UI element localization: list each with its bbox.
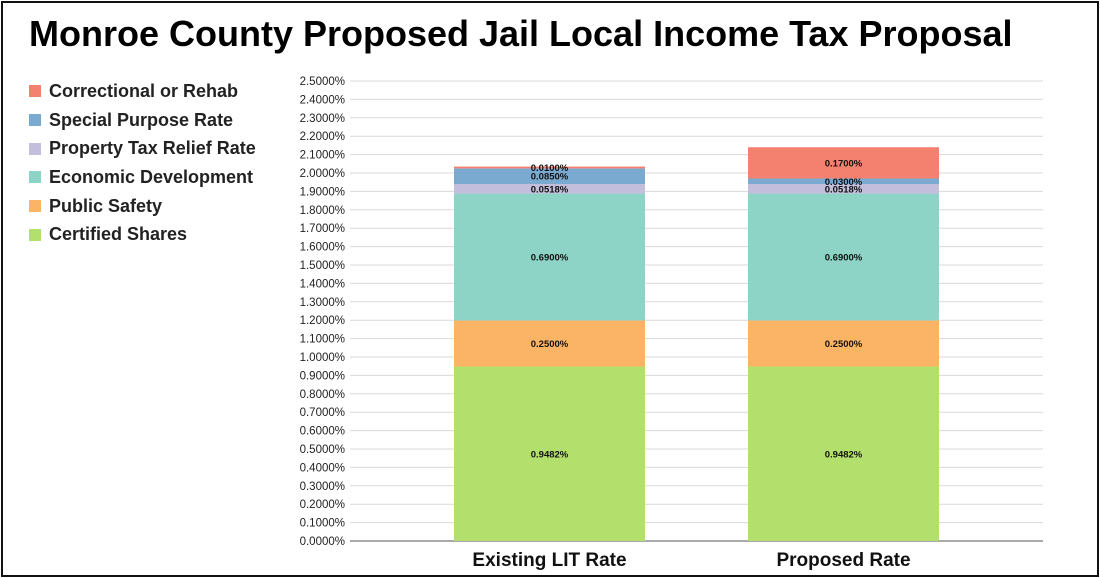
y-tick-label: 2.4000%	[300, 94, 345, 106]
data-label-correctional-or-rehab: 0.1700%	[825, 158, 863, 169]
chart-title: Monroe County Proposed Jail Local Income…	[29, 13, 1013, 54]
y-tick-label: 1.7000%	[300, 223, 345, 235]
data-label-public-safety: 0.2500%	[825, 339, 863, 350]
bar-segment-correctional-or-rehab	[454, 166, 645, 169]
data-label-economic-development: 0.6900%	[825, 253, 863, 264]
y-tick-label: 1.0000%	[300, 352, 345, 364]
category-label: Existing LIT Rate	[472, 550, 626, 571]
y-tick-label: 1.2000%	[300, 315, 345, 327]
data-label-correctional-or-rehab: 0.0100%	[531, 163, 569, 174]
y-tick-label: 0.3000%	[300, 481, 345, 493]
legend-item-special-purpose-rate: Special Purpose Rate	[29, 106, 256, 135]
category-label: Proposed Rate	[776, 550, 910, 571]
bar-segment-property-tax-relief-rate	[454, 184, 645, 194]
legend-label-economic-development: Economic Development	[49, 166, 254, 187]
legend-label-public-safety: Public Safety	[49, 195, 163, 216]
y-tick-label: 1.1000%	[300, 334, 345, 346]
legend-swatch-public-safety	[29, 200, 41, 213]
data-label-economic-development: 0.6900%	[531, 253, 569, 264]
y-tick-label: 2.2000%	[300, 131, 345, 143]
data-label-public-safety: 0.2500%	[531, 339, 569, 350]
bar-segment-economic-development	[454, 193, 645, 321]
bar-segment-public-safety	[748, 320, 939, 367]
data-label-special-purpose-rate: 0.0300%	[825, 177, 863, 188]
y-tick-label: 0.0000%	[300, 536, 345, 548]
bar-segment-public-safety	[454, 320, 645, 367]
legend-label-certified-shares: Certified Shares	[49, 224, 188, 245]
bar-segment-property-tax-relief-rate	[748, 184, 939, 194]
legend-swatch-economic-development	[29, 171, 41, 184]
data-label-property-tax-relief-rate: 0.0518%	[825, 184, 863, 195]
y-tick-label: 0.6000%	[300, 426, 345, 438]
data-label-special-purpose-rate: 0.0850%	[531, 172, 569, 183]
y-tick-label: 1.5000%	[300, 260, 345, 272]
legend-label-special-purpose-rate: Special Purpose Rate	[49, 109, 234, 130]
bar-segment-correctional-or-rehab	[748, 147, 939, 179]
y-tick-label: 0.9000%	[300, 370, 345, 382]
y-tick-label: 0.1000%	[300, 518, 345, 530]
data-label-property-tax-relief-rate: 0.0518%	[531, 184, 569, 195]
legend-item-certified-shares: Certified Shares	[29, 220, 256, 249]
y-tick-label: 1.4000%	[300, 278, 345, 290]
legend-item-economic-development: Economic Development	[29, 163, 256, 192]
legend-label-property-tax-relief-rate: Property Tax Relief Rate	[49, 138, 256, 159]
y-tick-label: 2.3000%	[300, 113, 345, 125]
data-label-certified-shares: 0.9482%	[531, 449, 569, 460]
bar-segment-economic-development	[748, 193, 939, 321]
legend-swatch-property-tax-relief-rate	[29, 142, 41, 155]
y-tick-label: 2.5000%	[300, 76, 345, 88]
bar-segment-special-purpose-rate	[454, 168, 645, 185]
y-tick-label: 1.9000%	[300, 186, 345, 198]
legend-label-correctional-or-rehab: Correctional or Rehab	[49, 80, 239, 101]
bar-segment-certified-shares	[748, 366, 939, 541]
legend-item-public-safety: Public Safety	[29, 192, 256, 221]
y-tick-label: 0.7000%	[300, 407, 345, 419]
legend-swatch-special-purpose-rate	[29, 114, 41, 127]
y-tick-label: 0.8000%	[300, 389, 345, 401]
data-label-certified-shares: 0.9482%	[825, 449, 863, 460]
y-tick-label: 1.8000%	[300, 205, 345, 217]
y-tick-label: 2.1000%	[300, 150, 345, 162]
legend-item-property-tax-relief-rate: Property Tax Relief Rate	[29, 134, 256, 163]
legend-swatch-correctional-or-rehab	[29, 85, 41, 98]
legend-item-correctional-or-rehab: Correctional or Rehab	[29, 77, 256, 106]
y-tick-label: 0.4000%	[300, 462, 345, 474]
y-tick-label: 0.2000%	[300, 499, 345, 511]
bar-segment-certified-shares	[454, 366, 645, 541]
legend-swatch-certified-shares	[29, 228, 41, 241]
legend: Correctional or Rehab Special Purpose Ra…	[29, 77, 256, 249]
bar-segment-special-purpose-rate	[748, 178, 939, 185]
y-tick-label: 1.6000%	[300, 242, 345, 254]
y-tick-label: 1.3000%	[300, 297, 345, 309]
y-tick-label: 2.0000%	[300, 168, 345, 180]
y-tick-label: 0.5000%	[300, 444, 345, 456]
